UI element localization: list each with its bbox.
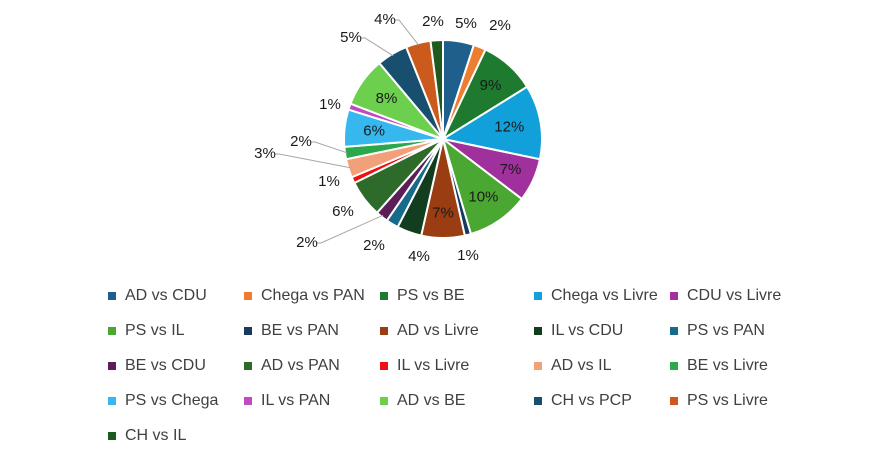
leader-line bbox=[317, 214, 384, 244]
legend-swatch bbox=[244, 292, 252, 300]
pie-slice bbox=[429, 38, 444, 140]
legend-swatch bbox=[380, 292, 388, 300]
legend-swatch bbox=[670, 362, 678, 370]
legend-swatch bbox=[534, 397, 542, 405]
data-label: 4% bbox=[408, 248, 430, 265]
data-label: 2% bbox=[422, 13, 444, 30]
legend-label: PS vs IL bbox=[125, 322, 185, 339]
legend-label: CH vs IL bbox=[125, 427, 187, 444]
legend-item: AD vs IL bbox=[534, 357, 670, 375]
legend-label: AD vs BE bbox=[397, 392, 466, 409]
pie-slices bbox=[342, 38, 543, 240]
leader-line bbox=[311, 141, 348, 154]
legend-label: AD vs PAN bbox=[261, 357, 340, 374]
legend-swatch bbox=[534, 362, 542, 370]
legend: AD vs CDU Chega vs PAN PS vs BE Chega vs Li… bbox=[108, 287, 828, 445]
leader-line bbox=[275, 153, 351, 169]
data-label: 1% bbox=[457, 247, 479, 264]
legend-item: AD vs PAN bbox=[244, 357, 380, 375]
data-label: 5% bbox=[455, 15, 477, 32]
leader-lines bbox=[275, 19, 419, 244]
legend-item: CH vs IL bbox=[108, 427, 244, 445]
data-label: 8% bbox=[376, 90, 398, 107]
legend-swatch bbox=[670, 292, 678, 300]
data-label: 2% bbox=[489, 17, 511, 34]
legend-item: AD vs BE bbox=[380, 392, 534, 410]
legend-label: IL vs Livre bbox=[397, 357, 470, 374]
data-label: 10% bbox=[468, 189, 498, 206]
legend-item: PS vs Chega bbox=[108, 392, 244, 410]
data-label: 12% bbox=[494, 118, 524, 135]
legend-swatch bbox=[670, 327, 678, 335]
data-label: 2% bbox=[296, 234, 318, 251]
legend-swatch bbox=[380, 397, 388, 405]
legend-item: IL vs Livre bbox=[380, 357, 534, 375]
legend-label: IL vs PAN bbox=[261, 392, 331, 409]
data-label: 1% bbox=[319, 96, 341, 113]
data-labels: 5% 2%9%12%7%10%1%7%4%2%2%6%1%3%2%6%1% 8%5%… bbox=[254, 11, 524, 265]
legend-item: Chega vs Livre bbox=[534, 287, 670, 305]
data-label: 7% bbox=[500, 161, 522, 178]
legend-item: IL vs CDU bbox=[534, 322, 670, 340]
legend-swatch bbox=[108, 432, 116, 440]
legend-label: AD vs IL bbox=[551, 357, 612, 374]
legend-swatch bbox=[380, 327, 388, 335]
legend-swatch bbox=[244, 327, 252, 335]
legend-item: AD vs Livre bbox=[380, 322, 534, 340]
legend-label: PS vs Livre bbox=[687, 392, 768, 409]
legend-label: PS vs BE bbox=[397, 287, 465, 304]
data-label: 4% bbox=[374, 11, 396, 28]
legend-swatch bbox=[108, 362, 116, 370]
legend-item: Chega vs PAN bbox=[244, 287, 380, 305]
legend-label: BE vs CDU bbox=[125, 357, 206, 374]
data-label: 6% bbox=[332, 203, 354, 220]
legend-swatch bbox=[534, 292, 542, 300]
legend-swatch bbox=[108, 397, 116, 405]
legend-label: CH vs PCP bbox=[551, 392, 632, 409]
legend-label: Chega vs Livre bbox=[551, 287, 658, 304]
data-label: 6% bbox=[363, 122, 385, 139]
data-label: 9% bbox=[480, 77, 502, 94]
legend-swatch bbox=[244, 397, 252, 405]
legend-swatch bbox=[244, 362, 252, 370]
legend-label: PS vs PAN bbox=[687, 322, 765, 339]
legend-item: BE vs CDU bbox=[108, 357, 244, 375]
data-label: 5% bbox=[340, 29, 362, 46]
legend-item: BE vs PAN bbox=[244, 322, 380, 340]
legend-item: IL vs PAN bbox=[244, 392, 380, 410]
legend-swatch bbox=[534, 327, 542, 335]
legend-item: PS vs PAN bbox=[670, 322, 820, 340]
legend-label: BE vs Livre bbox=[687, 357, 768, 374]
legend-item: CDU vs Livre bbox=[670, 287, 820, 305]
legend-swatch bbox=[108, 327, 116, 335]
legend-item: PS vs IL bbox=[108, 322, 244, 340]
data-label: 1% bbox=[318, 173, 340, 190]
legend-item: BE vs Livre bbox=[670, 357, 820, 375]
data-label: 2% bbox=[363, 237, 385, 254]
legend-label: CDU vs Livre bbox=[687, 287, 782, 304]
legend-label: AD vs CDU bbox=[125, 287, 207, 304]
legend-label: Chega vs PAN bbox=[261, 287, 365, 304]
pie-slice bbox=[440, 85, 543, 161]
legend-item: CH vs PCP bbox=[534, 392, 670, 410]
legend-label: PS vs Chega bbox=[125, 392, 219, 409]
data-label: 7% bbox=[432, 204, 454, 221]
legend-item: AD vs CDU bbox=[108, 287, 244, 305]
leader-line bbox=[395, 19, 419, 46]
legend-label: BE vs PAN bbox=[261, 322, 339, 339]
legend-swatch bbox=[380, 362, 388, 370]
legend-label: IL vs CDU bbox=[551, 322, 624, 339]
leader-line bbox=[361, 37, 394, 57]
legend-swatch bbox=[108, 292, 116, 300]
legend-swatch bbox=[670, 397, 678, 405]
legend-label: AD vs Livre bbox=[397, 322, 479, 339]
data-label: 3% bbox=[254, 145, 276, 162]
legend-item: PS vs Livre bbox=[670, 392, 820, 410]
data-label: 2% bbox=[290, 133, 312, 150]
legend-item: PS vs BE bbox=[380, 287, 534, 305]
